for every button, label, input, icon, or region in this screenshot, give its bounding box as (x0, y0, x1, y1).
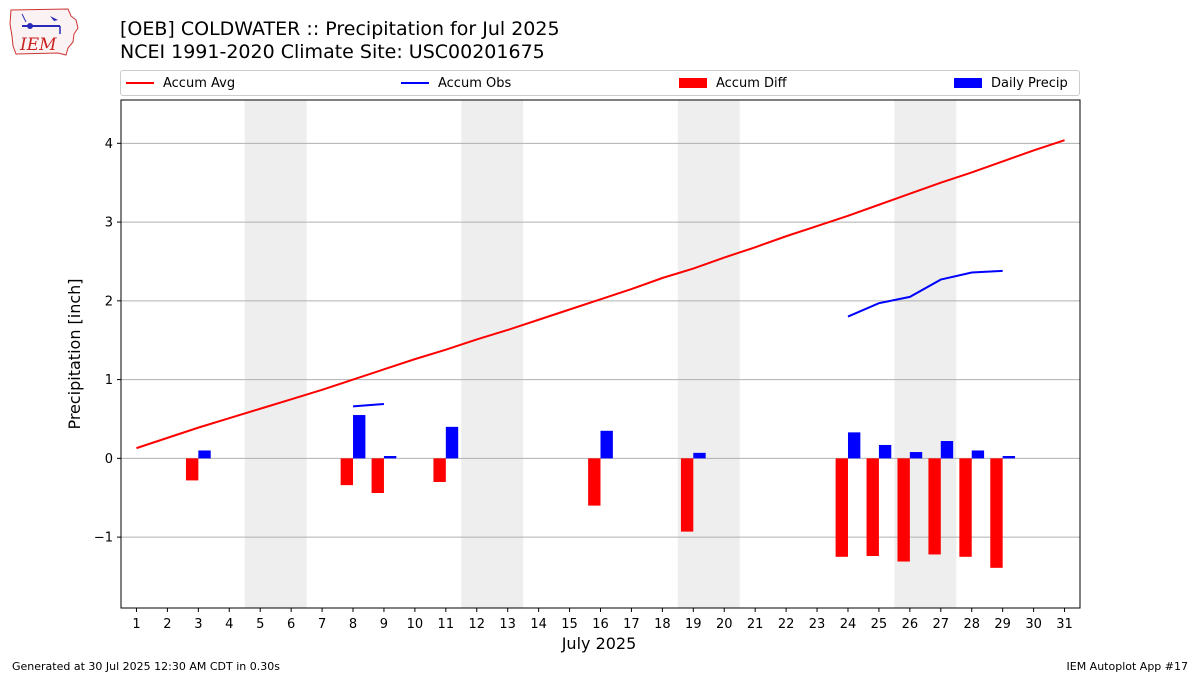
legend-item-accum-diff: Accum Diff (679, 71, 787, 95)
legend-swatch-accum-obs (401, 82, 429, 84)
legend-item-accum-obs: Accum Obs (401, 71, 511, 95)
accum-obs-line-2 (847, 269, 1003, 318)
y-tick-label: 0 (105, 452, 113, 467)
x-tick-label: 18 (654, 617, 671, 632)
accum-diff-bar (897, 458, 910, 562)
x-tick-label: 22 (778, 617, 795, 632)
daily-precip-bar (693, 452, 706, 459)
weekend-shade-1 (244, 100, 307, 608)
x-tick-label: 9 (380, 617, 388, 632)
accum-diff-bar (588, 458, 601, 506)
x-tick-label: 12 (468, 617, 485, 632)
x-tick-label: 19 (685, 617, 702, 632)
legend-swatch-accum-avg (126, 82, 154, 84)
x-tick-label: 5 (256, 617, 264, 632)
x-axis-label: July 2025 (561, 634, 637, 653)
x-tick-label: 8 (349, 617, 357, 632)
accum-diff-bar (371, 458, 384, 494)
legend: Accum Avg Accum Obs Accum Diff Daily Pre… (120, 70, 1080, 96)
y-tick-label: 3 (105, 216, 113, 231)
x-tick-label: 14 (530, 617, 547, 632)
daily-precip-bar (847, 432, 861, 459)
x-tick-label: 4 (225, 617, 233, 632)
x-tick-label: 6 (287, 617, 295, 632)
daily-precip-bar (940, 441, 954, 459)
footer-app: IEM Autoplot App #17 (1066, 660, 1189, 673)
x-tick-label: 23 (809, 617, 826, 632)
daily-precip-bar (383, 455, 397, 459)
legend-label-accum-obs: Accum Obs (438, 75, 512, 91)
x-tick-label: 30 (1025, 617, 1042, 632)
x-tick-label: 24 (840, 617, 857, 632)
iem-logo: IEM (8, 6, 80, 62)
daily-precip-bar (1002, 455, 1016, 459)
x-tick-label: 11 (438, 617, 455, 632)
y-tick-label: 4 (105, 137, 113, 152)
y-tick-label: −1 (94, 531, 113, 546)
x-tick-label: 26 (902, 617, 919, 632)
y-tick-label: 2 (105, 294, 113, 309)
accum-diff-bar (433, 458, 446, 482)
x-tick-label: 13 (499, 617, 516, 632)
accum-diff-bar (340, 458, 354, 486)
x-tick-label: 25 (871, 617, 888, 632)
y-axis-label: Precipitation [inch] (65, 278, 84, 429)
daily-precip-bar (353, 415, 366, 459)
x-tick-label: 16 (592, 617, 609, 632)
legend-swatch-daily-precip (954, 78, 982, 88)
x-tick-label: 20 (716, 617, 733, 632)
x-tick-label: 17 (623, 617, 640, 632)
x-tick-label: 15 (561, 617, 578, 632)
y-tick-label: 1 (105, 373, 113, 388)
daily-precip-bar (878, 444, 892, 459)
accum-diff-bar (680, 458, 694, 532)
x-tick-label: 10 (407, 617, 424, 632)
legend-label-accum-avg: Accum Avg (163, 75, 236, 91)
accum-diff-bar (990, 458, 1003, 568)
legend-item-accum-avg: Accum Avg (126, 71, 235, 95)
x-tick-label: 1 (132, 617, 140, 632)
accum-diff-bar (835, 458, 848, 557)
legend-swatch-accum-diff (679, 78, 707, 88)
legend-item-daily-precip: Daily Precip (954, 71, 1068, 95)
chart-title: [OEB] COLDWATER :: Precipitation for Jul… (120, 18, 560, 40)
daily-precip-bar (971, 450, 985, 459)
x-tick-label: 2 (163, 617, 171, 632)
x-tick-label: 28 (963, 617, 980, 632)
x-tick-label: 27 (933, 617, 950, 632)
x-tick-label: 7 (318, 617, 326, 632)
weekend-shade-3 (677, 100, 740, 608)
daily-precip-bar (198, 450, 211, 459)
daily-precip-bar (445, 426, 459, 459)
weekend-shade-2 (461, 100, 524, 608)
legend-label-daily-precip: Daily Precip (991, 75, 1068, 91)
daily-precip-bar (909, 452, 923, 459)
x-tick-label: 21 (747, 617, 764, 632)
footer-generated: Generated at 30 Jul 2025 12:30 AM CDT in… (12, 660, 280, 673)
chart-subtitle: NCEI 1991-2020 Climate Site: USC00201675 (120, 41, 545, 63)
legend-label-accum-diff: Accum Diff (716, 75, 787, 91)
accum-avg-line (136, 139, 1065, 450)
daily-precip-bar (600, 430, 613, 459)
accum-diff-bar (866, 458, 879, 557)
logo-text: IEM (19, 35, 57, 55)
x-tick-label: 3 (194, 617, 202, 632)
accum-diff-bar (185, 458, 199, 481)
accum-obs-line-1 (352, 403, 385, 408)
x-tick-label: 31 (1056, 617, 1073, 632)
accum-diff-bar (959, 458, 972, 557)
accum-diff-bar (928, 458, 941, 555)
x-tick-label: 29 (994, 617, 1011, 632)
